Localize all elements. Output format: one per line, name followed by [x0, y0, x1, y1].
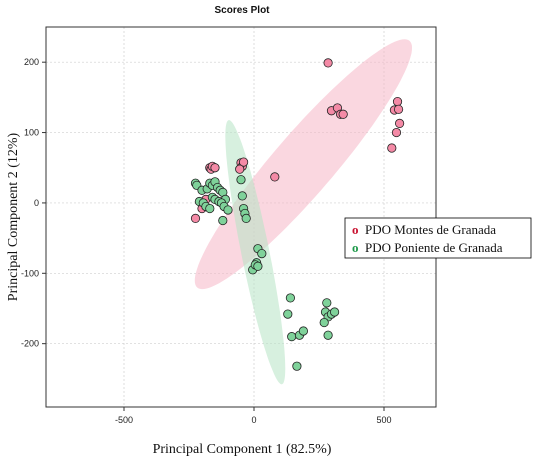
legend: o PDO Montes de Granada o PDO Poniente d… [344, 217, 532, 259]
data-point-poniente [329, 307, 340, 317]
y-tick-label: 100 [24, 128, 39, 138]
data-point-poniente [285, 293, 295, 303]
data-point-poniente [205, 203, 215, 214]
y-tick-label: 0 [34, 198, 39, 208]
data-point-poniente [292, 361, 302, 371]
data-point-poniente [218, 215, 228, 226]
data-point-poniente [323, 330, 333, 340]
data-point-montes [239, 157, 249, 167]
data-point-montes [391, 127, 402, 138]
legend-marker-poniente: o [352, 240, 359, 255]
data-point-montes [270, 172, 280, 182]
x-axis-title: Principal Component 1 (82.5%) [153, 442, 332, 457]
data-point-montes [235, 164, 245, 174]
legend-label-poniente: PDO Poniente de Granada [365, 240, 503, 255]
axis-ticks: -500 0 500 -200 -100 0 100 200 [21, 57, 392, 425]
data-points [190, 58, 405, 371]
data-point-montes [190, 213, 201, 224]
data-point-poniente [322, 298, 332, 308]
data-point-poniente [298, 326, 308, 336]
data-point-montes [210, 163, 220, 173]
chart-title: Scores Plot [214, 5, 270, 16]
data-point-poniente [241, 213, 251, 224]
y-tick-label: -100 [21, 268, 39, 278]
data-point-poniente [236, 175, 246, 185]
data-point-montes [338, 109, 348, 119]
data-point-poniente [319, 317, 329, 328]
x-tick-label: -500 [115, 415, 133, 425]
data-point-montes [394, 118, 405, 129]
data-point-poniente [223, 205, 233, 215]
data-point-montes [393, 104, 404, 114]
data-point-poniente [257, 248, 267, 259]
legend-box [344, 217, 532, 259]
y-axis-title: Principal Component 2 (12%) [6, 132, 21, 301]
y-tick-label: -200 [21, 339, 39, 349]
data-point-montes [387, 143, 397, 153]
x-tick-label: 0 [251, 415, 256, 425]
data-point-poniente [283, 309, 293, 319]
x-tick-label: 500 [376, 415, 391, 425]
data-point-poniente [287, 332, 297, 342]
data-point-montes [392, 96, 403, 107]
data-point-poniente [237, 191, 247, 201]
legend-label-montes: PDO Montes de Granada [365, 222, 496, 237]
data-point-montes [323, 58, 333, 68]
legend-marker-montes: o [352, 222, 359, 237]
data-point-poniente [253, 261, 263, 271]
plot-frame [45, 26, 437, 408]
y-tick-label: 200 [24, 57, 39, 67]
